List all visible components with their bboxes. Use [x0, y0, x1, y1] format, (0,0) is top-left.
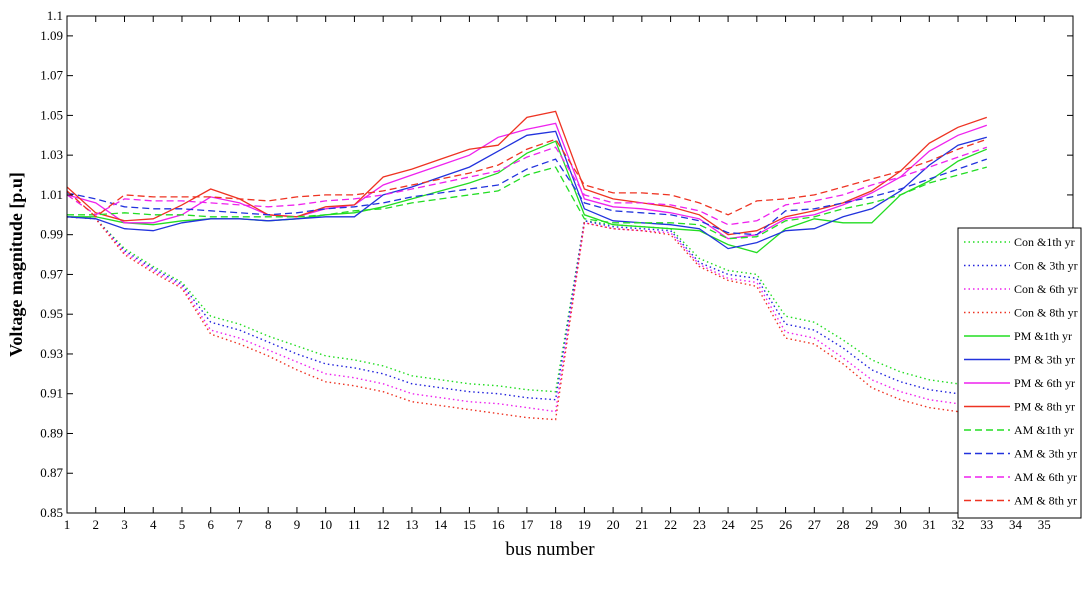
- legend-label: Con & 8th yr: [1014, 306, 1078, 320]
- series-line-8: [66, 110, 988, 236]
- x-tick-label: 24: [722, 517, 736, 532]
- x-tick-label: 18: [549, 517, 562, 532]
- x-tick-label: 6: [207, 517, 214, 532]
- legend-label: PM & 8th yr: [1014, 400, 1075, 414]
- y-tick-label: 0.93: [40, 346, 63, 361]
- legend-label: Con & 6th yr: [1014, 282, 1078, 296]
- y-tick-label: 0.97: [40, 266, 63, 281]
- x-tick-label: 30: [894, 517, 907, 532]
- x-tick-label: 13: [405, 517, 418, 532]
- x-tick-label: 15: [463, 517, 476, 532]
- y-tick-label: 1.09: [40, 28, 63, 43]
- plot-lines: [66, 110, 988, 421]
- x-tick-label: 17: [520, 517, 534, 532]
- x-tick-label: 26: [779, 517, 793, 532]
- x-tick-label: 1: [64, 517, 71, 532]
- x-tick-label: 9: [294, 517, 301, 532]
- series-line-10: [66, 158, 988, 236]
- legend-label: AM & 3th yr: [1014, 447, 1077, 461]
- x-tick-label: 33: [980, 517, 993, 532]
- legend-box: [957, 227, 1082, 519]
- x-tick-label: 21: [635, 517, 648, 532]
- y-tick-label: 1.1: [47, 8, 63, 23]
- y-tick-label: 0.89: [40, 425, 63, 440]
- y-tick-label: 1.05: [40, 107, 63, 122]
- x-tick-label: 22: [664, 517, 677, 532]
- x-tick-label: 31: [923, 517, 936, 532]
- series-line-4: [66, 216, 987, 421]
- y-tick-label: 0.85: [40, 505, 63, 520]
- x-tick-label: 8: [265, 517, 272, 532]
- x-tick-label: 11: [348, 517, 361, 532]
- x-tick-label: 27: [808, 517, 822, 532]
- y-tick-label: 0.99: [40, 227, 63, 242]
- x-tick-label: 34: [1009, 517, 1023, 532]
- x-tick-label: 25: [750, 517, 763, 532]
- x-tick-label: 32: [952, 517, 965, 532]
- series-line-7: [66, 122, 988, 240]
- series-line-9: [67, 166, 987, 240]
- legend-label: PM &1th yr: [1014, 329, 1072, 343]
- legend-label: Con & 3th yr: [1014, 259, 1078, 273]
- y-axis-title: Voltage magnitude [p.u]: [6, 172, 26, 357]
- legend-label: AM &1th yr: [1014, 423, 1074, 437]
- x-tick-label: 35: [1038, 517, 1051, 532]
- series-line-3: [66, 216, 987, 413]
- x-tick-label: 10: [319, 517, 332, 532]
- y-tick-label: 1.01: [40, 187, 63, 202]
- x-tick-label: 7: [236, 517, 243, 532]
- series-line-12: [66, 138, 988, 218]
- series-line-2: [66, 216, 987, 401]
- x-tick-label: 2: [92, 517, 99, 532]
- x-tick-label: 16: [492, 517, 506, 532]
- x-tick-label: 12: [377, 517, 390, 532]
- legend-label: Con &1th yr: [1014, 235, 1075, 249]
- x-tick-label: 23: [693, 517, 706, 532]
- legend-label: AM & 6th yr: [1014, 470, 1077, 484]
- plot-frame: [66, 15, 1074, 514]
- y-axis: 0.85 0.87 0.89 0.91 0.93 0.95 0.97 0.99 1.01 1.03…: [40, 8, 1073, 520]
- x-tick-label: 28: [837, 517, 850, 532]
- legend: Con &1th yr Con & 3th yr Con & 6th yr Con &…: [957, 227, 1082, 519]
- x-axis-title: bus number: [505, 539, 595, 560]
- x-tick-label: 29: [865, 517, 878, 532]
- x-tick-label: 20: [607, 517, 620, 532]
- legend-label: PM & 6th yr: [1014, 376, 1075, 390]
- x-tick-label: 5: [179, 517, 186, 532]
- x-tick-label: 3: [121, 517, 128, 532]
- legend-label: PM & 3th yr: [1014, 353, 1075, 367]
- series-line-1: [66, 216, 987, 393]
- y-tick-label: 0.91: [40, 386, 63, 401]
- y-tick-label: 0.87: [40, 465, 63, 480]
- legend-label: AM & 8th yr: [1014, 494, 1077, 508]
- x-axis: 1 2 3 4 5 6 7 8 9 10 11 12 13 14 15 16 17 18 19 20 21 22 23 24 2…: [64, 16, 1051, 532]
- y-tick-label: 1.03: [40, 147, 63, 162]
- x-tick-label: 14: [434, 517, 448, 532]
- series-line-6: [66, 130, 987, 250]
- series-line-11: [66, 146, 988, 226]
- x-tick-label: 19: [578, 517, 591, 532]
- x-tick-label: 4: [150, 517, 157, 532]
- y-tick-label: 1.07: [40, 68, 63, 83]
- y-tick-label: 0.95: [40, 306, 63, 321]
